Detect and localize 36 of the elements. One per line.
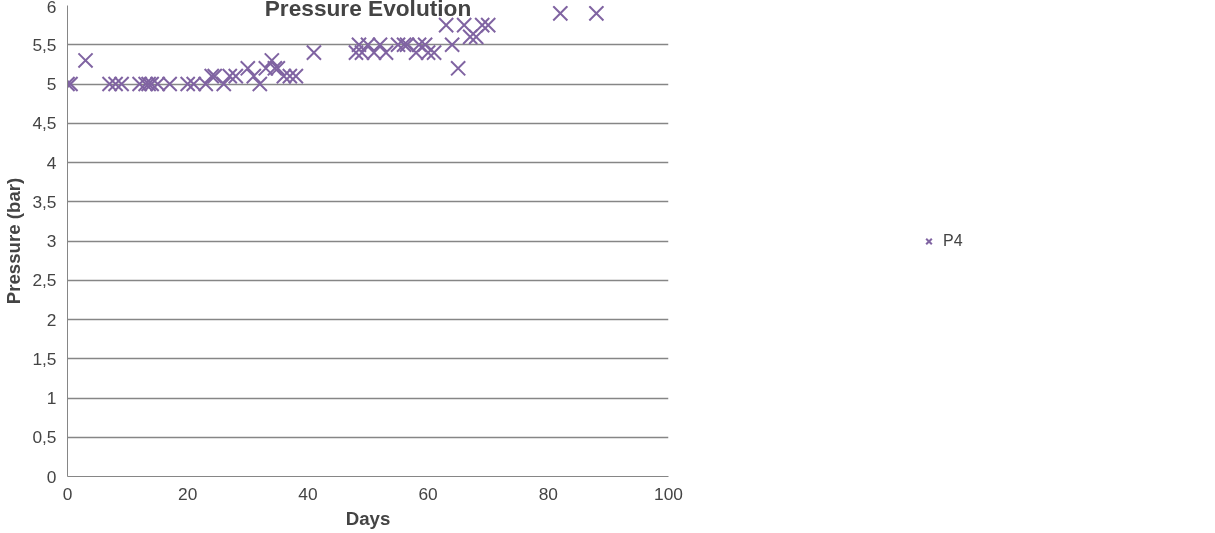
x-tick-label: 100 — [654, 483, 683, 504]
point — [107, 75, 124, 93]
x-tick-label: 40 — [298, 483, 318, 504]
x-tick-label: 80 — [538, 483, 558, 504]
y-tick-label: 1,5 — [32, 348, 57, 369]
point — [77, 52, 94, 69]
point — [263, 52, 280, 69]
point — [462, 28, 479, 45]
y-tick-label: 2 — [46, 309, 57, 330]
point — [251, 75, 268, 93]
point — [450, 60, 467, 77]
y-axis-title: Pressure (bar) — [3, 177, 25, 305]
y-tick-label: 2,5 — [32, 270, 57, 291]
y-tick-label: 5 — [46, 74, 57, 94]
y-tick-label: 4,5 — [32, 113, 57, 134]
x-tick-label: 60 — [418, 483, 438, 504]
y-tick-label: 0 — [46, 466, 57, 487]
x-tick-label: 20 — [178, 483, 198, 504]
x-axis-title: Days — [345, 507, 391, 529]
y-tick-label: 4 — [46, 152, 57, 173]
y-tick-label: 5,5 — [32, 34, 57, 55]
point — [480, 17, 497, 34]
y-tick-label: 6 — [46, 0, 57, 17]
x-tick-label: 0 — [62, 483, 73, 504]
point — [305, 44, 322, 61]
legend-label: P4 — [943, 231, 963, 250]
point — [350, 36, 368, 53]
y-tick-label: 0,5 — [32, 427, 57, 448]
point — [281, 68, 298, 85]
point — [468, 28, 485, 45]
y-tick-label: 3,5 — [32, 191, 57, 212]
y-tick-label: 1 — [46, 388, 57, 408]
point — [588, 5, 605, 22]
point — [444, 36, 461, 53]
point — [552, 5, 569, 22]
y-tick-label: 3 — [46, 231, 57, 251]
